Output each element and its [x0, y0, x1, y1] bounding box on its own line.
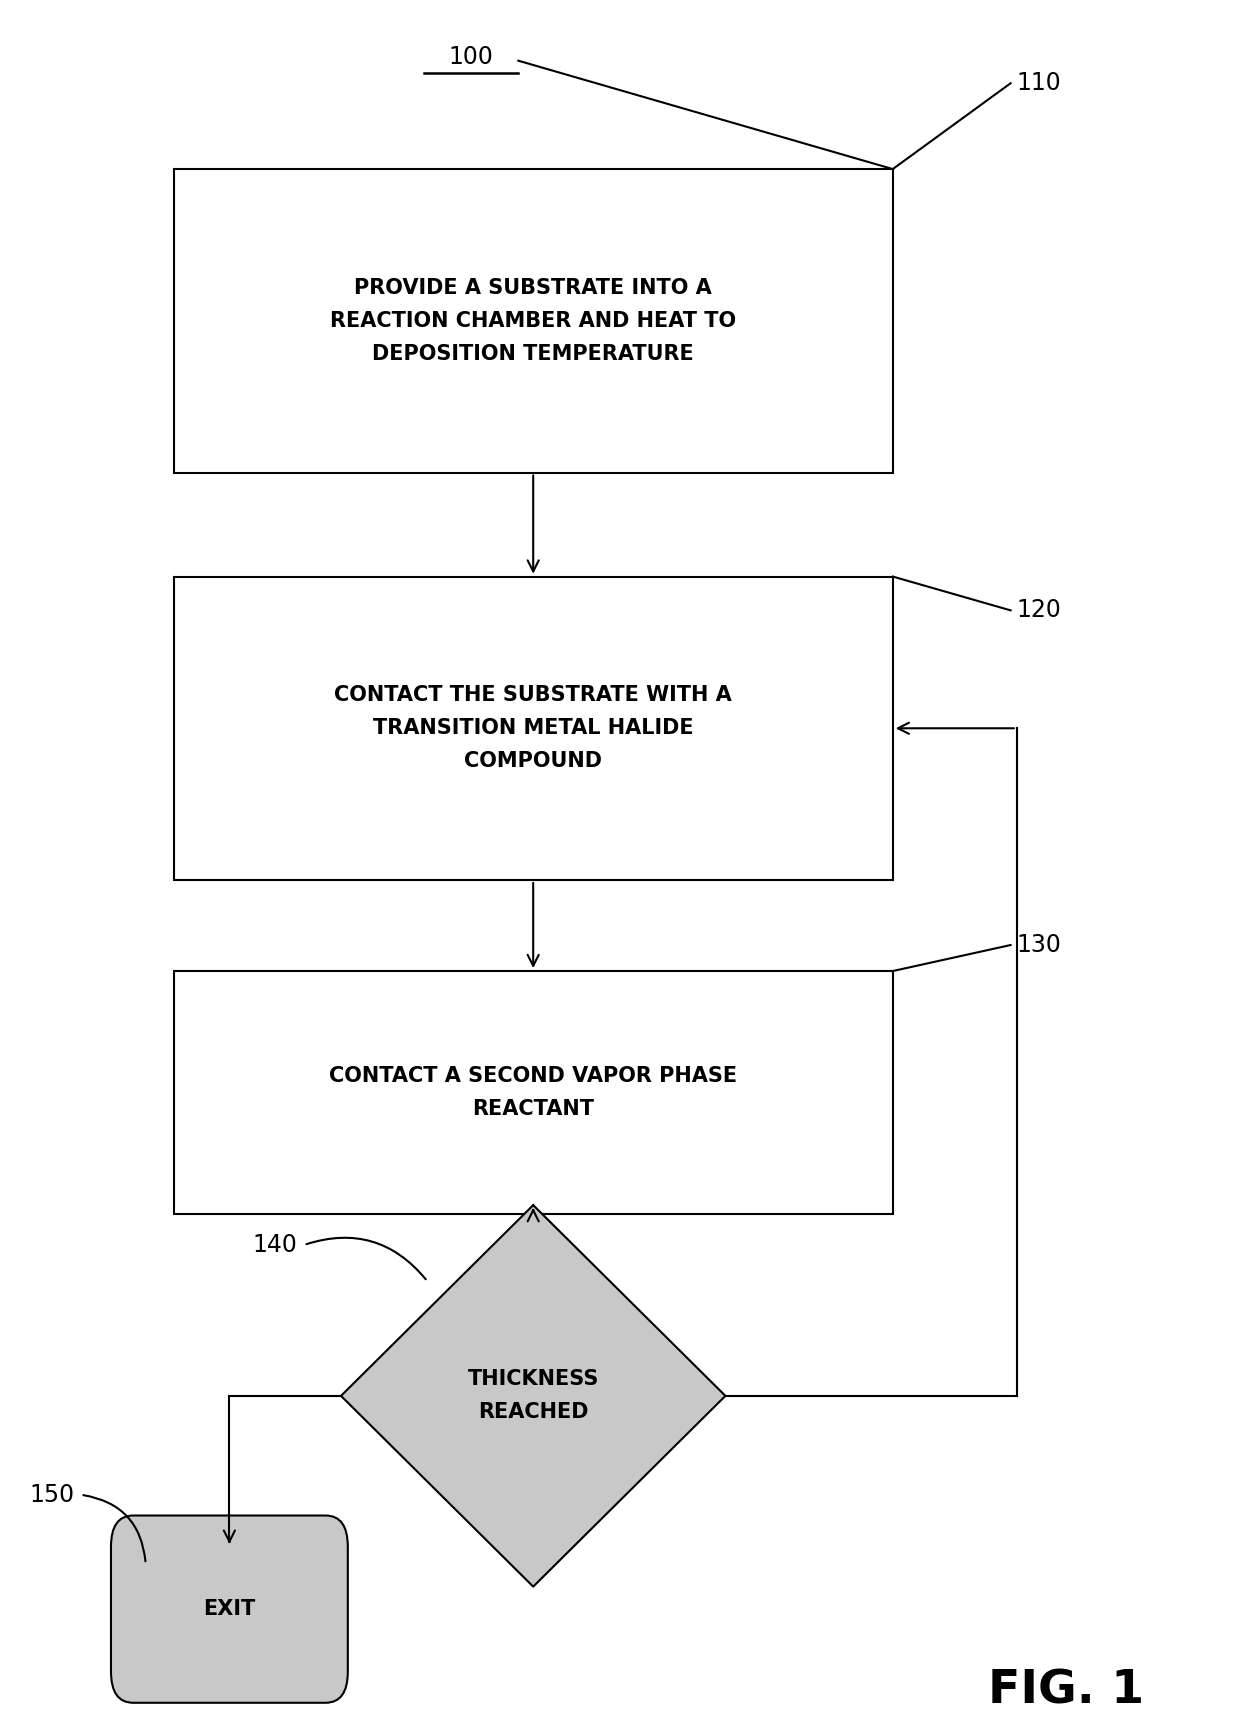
Text: FIG. 1: FIG. 1 [988, 1668, 1145, 1713]
Text: 110: 110 [1017, 71, 1061, 95]
Text: 120: 120 [1017, 598, 1061, 623]
Text: 150: 150 [30, 1483, 74, 1507]
Text: 130: 130 [1017, 933, 1061, 957]
Text: 100: 100 [449, 45, 494, 69]
Text: CONTACT THE SUBSTRATE WITH A
TRANSITION METAL HALIDE
COMPOUND: CONTACT THE SUBSTRATE WITH A TRANSITION … [335, 685, 732, 772]
FancyBboxPatch shape [174, 170, 893, 473]
FancyBboxPatch shape [174, 576, 893, 881]
Polygon shape [341, 1205, 725, 1587]
Text: THICKNESS
REACHED: THICKNESS REACHED [467, 1370, 599, 1422]
Text: EXIT: EXIT [203, 1599, 255, 1620]
FancyBboxPatch shape [112, 1516, 347, 1703]
Text: PROVIDE A SUBSTRATE INTO A
REACTION CHAMBER AND HEAT TO
DEPOSITION TEMPERATURE: PROVIDE A SUBSTRATE INTO A REACTION CHAM… [330, 277, 737, 364]
Text: 140: 140 [253, 1233, 298, 1257]
FancyBboxPatch shape [174, 971, 893, 1214]
Text: CONTACT A SECOND VAPOR PHASE
REACTANT: CONTACT A SECOND VAPOR PHASE REACTANT [329, 1066, 738, 1118]
